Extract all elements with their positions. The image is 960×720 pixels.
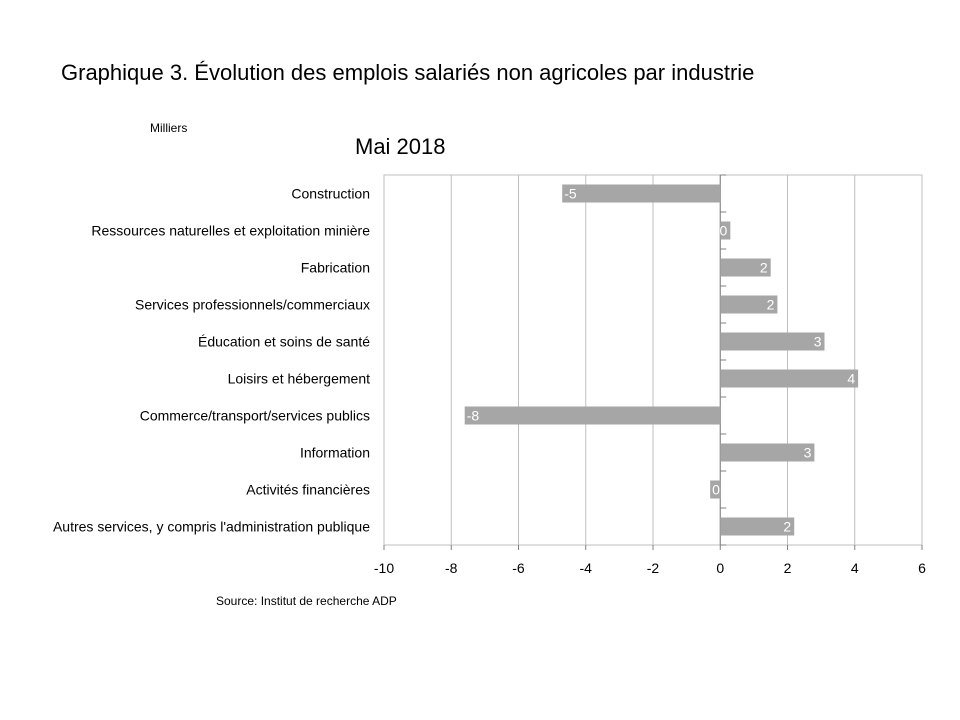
data-label: 2 [767,297,775,313]
category-label: Loisirs et hébergement [228,371,371,387]
data-label: 3 [804,445,812,461]
category-label: Activités financières [246,482,370,498]
data-label: -5 [564,186,577,202]
x-tick-label: 0 [716,560,724,576]
bar [720,443,815,462]
bar [720,332,825,351]
category-label: Construction [291,186,370,202]
unit-label: Milliers [150,121,188,135]
data-label: 3 [814,334,822,350]
bar [720,258,771,277]
bar [720,517,795,536]
source-note: Source: Institut de recherche ADP [216,594,397,608]
category-label: Services professionnels/commerciaux [135,297,370,313]
category-label: Ressources naturelles et exploitation mi… [91,223,370,239]
category-label: Éducation et soins de santé [198,334,370,350]
data-label: 0 [712,482,720,498]
bar [464,406,721,425]
category-label: Commerce/transport/services publics [140,408,370,424]
chart-title: Graphique 3. Évolution des emplois salar… [61,60,755,85]
data-label: 2 [760,260,768,276]
data-label: 0 [720,223,728,239]
category-label: Fabrication [301,260,370,276]
x-tick-label: -10 [374,560,394,576]
x-tick-label: -2 [647,560,660,576]
bar [720,221,731,240]
x-tick-label: 4 [851,560,859,576]
data-label: 2 [783,519,791,535]
bar [562,184,721,203]
bar [710,480,721,499]
x-tick-label: 6 [918,560,926,576]
bar [720,369,859,388]
category-label: Information [300,445,370,461]
data-label: -8 [467,408,480,424]
category-label: Autres services, y compris l'administrat… [53,519,370,535]
chart-subtitle: Mai 2018 [355,134,446,159]
data-label: 4 [847,371,855,387]
x-tick-label: -6 [512,560,525,576]
x-tick-label: 2 [784,560,792,576]
x-tick-label: -8 [445,560,458,576]
bar [720,295,778,314]
x-tick-label: -4 [580,560,593,576]
